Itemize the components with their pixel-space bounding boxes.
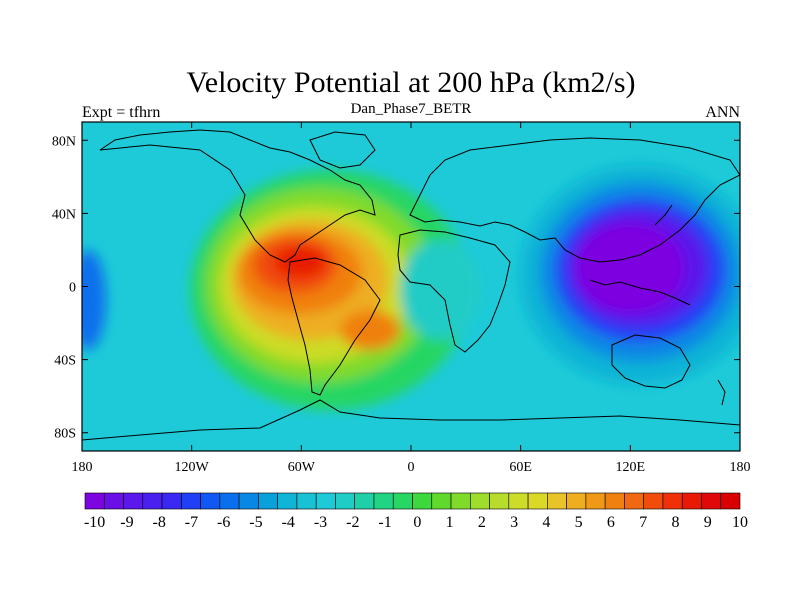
lon-tick-label: 60E [509, 460, 532, 475]
coast-japan [654, 204, 673, 226]
lon-tick-label: 180 [72, 460, 93, 475]
lon-tick-label: 120E [616, 460, 646, 475]
dateline-negative-tail [82, 250, 106, 350]
colorbar-label: -9 [120, 514, 133, 531]
colorbar-label: 3 [510, 514, 518, 531]
secondary-max-south-atlantic [340, 310, 400, 350]
contour-level-neg10 [575, 223, 685, 313]
colorbar-swatch [604, 492, 625, 510]
colorbar-label: 6 [607, 514, 615, 531]
colorbar-swatch [238, 492, 259, 510]
main-title: Velocity Potential at 200 hPa (km2/s) [186, 66, 635, 99]
colorbar-label: -1 [378, 514, 391, 531]
coast-north-america [99, 129, 376, 263]
longitude-axis: 180 120W 60W 0 60E 120E 180 [72, 122, 751, 475]
colorbar-label: -3 [314, 514, 327, 531]
colorbar-swatch [547, 492, 567, 510]
coast-south-america [287, 257, 381, 396]
lat-tick-label: 40N [52, 207, 76, 222]
lat-tick-label: 40S [54, 354, 76, 369]
colorbar-label: 9 [704, 514, 712, 531]
colorbar-swatch [200, 492, 221, 510]
colorbar-swatch [431, 492, 452, 510]
colorbar-swatch [701, 492, 722, 510]
colorbar-swatch [585, 492, 606, 510]
colorbar-label: -8 [153, 514, 166, 531]
coast-africa [397, 229, 511, 353]
colorbar-label: 0 [413, 514, 421, 531]
latitude-axis: 80N 40N 0 40S 80S [52, 134, 740, 442]
experiment-label: Expt = tfhrn [82, 104, 160, 121]
lat-tick-label: 80S [54, 427, 76, 442]
colorbar-swatch [450, 492, 471, 510]
colorbar-label: 10 [732, 514, 748, 531]
colorbar-swatch [662, 492, 683, 510]
colorbar-swatch [489, 492, 510, 510]
colorbar-swatch [720, 492, 741, 510]
coast-australia [611, 334, 691, 389]
colorbar-label: 5 [575, 514, 583, 531]
colorbar-swatch [219, 492, 240, 510]
colorbar-swatch [392, 492, 413, 510]
lat-tick-label: 0 [69, 281, 76, 296]
lon-tick-label: 0 [408, 460, 415, 475]
coast-eurasia [409, 137, 740, 263]
colorbar-swatch [161, 492, 182, 510]
colorbar-swatch [469, 492, 490, 510]
subtitle: Dan_Phase7_BETR [351, 101, 472, 117]
colorbar-label: 2 [478, 514, 486, 531]
colorbar-swatch [681, 492, 702, 510]
colorbar-swatch [258, 492, 278, 510]
coast-greenland [309, 131, 376, 169]
colorbar-label: -7 [185, 514, 198, 531]
colorbar-label: -10 [84, 514, 105, 531]
colorbar-swatch [354, 492, 375, 510]
colorbar-swatch [643, 492, 664, 510]
colorbar-swatch [315, 492, 336, 510]
colorbar-swatch [181, 492, 201, 510]
colorbar-label: 4 [542, 514, 550, 531]
contour-level-9 [274, 246, 326, 278]
colorbar-label: 8 [671, 514, 679, 531]
colorbar-swatch [373, 492, 394, 510]
map-panel [82, 122, 740, 451]
colorbar-swatch [508, 492, 529, 510]
colorbar-label: 7 [639, 514, 647, 531]
colorbar-swatch [335, 492, 356, 510]
lat-tick-label: 80N [52, 134, 76, 149]
colorbar-swatch [527, 492, 548, 510]
colorbar-label: 1 [446, 514, 454, 531]
colorbar-swatch [84, 492, 105, 510]
colorbar-swatch [103, 492, 124, 510]
colorbar-swatch [277, 492, 298, 510]
lon-tick-label: 120W [175, 460, 210, 475]
coastlines [82, 129, 740, 441]
colorbar-label: -6 [217, 514, 230, 531]
colorbar-swatch [296, 492, 317, 510]
lon-tick-label: 60W [288, 460, 316, 475]
colorbar-swatch [412, 492, 433, 510]
colorbar-swatch [624, 492, 644, 510]
colorbar-swatch [566, 492, 587, 510]
africa-near-zero [400, 240, 480, 340]
colorbar-label: -2 [346, 514, 359, 531]
colorbar-label: -5 [249, 514, 262, 531]
coast-antarctica [82, 399, 740, 441]
colorbar-swatch [142, 492, 163, 510]
lon-tick-label: 180 [730, 460, 751, 475]
colorbar: -10 -9 -8 -7 -6 -5 -4 -3 -2 -1 0 1 2 3 4 5 6 7 8 9 10 [84, 492, 748, 531]
season-label: ANN [705, 104, 740, 121]
colorbar-label: -4 [282, 514, 295, 531]
coast-maritime-continent [589, 279, 691, 306]
colorbar-swatch [123, 492, 144, 510]
coast-new-zealand [717, 379, 726, 406]
